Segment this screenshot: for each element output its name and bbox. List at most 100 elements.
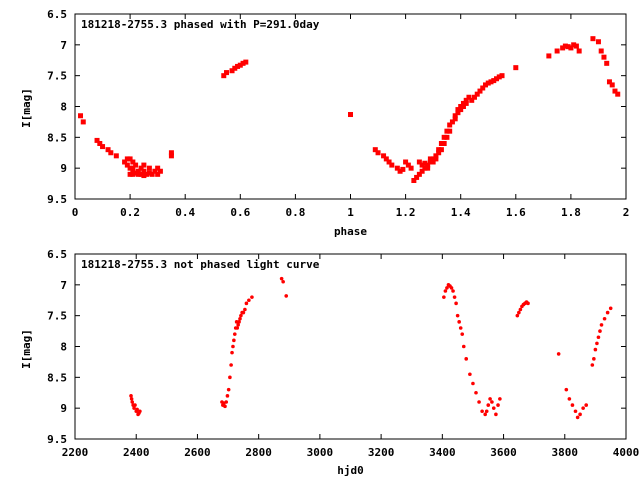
data-point <box>485 80 491 86</box>
data-point <box>403 159 409 165</box>
data-point <box>157 168 163 174</box>
data-point <box>155 171 161 177</box>
y-tick-label: 9 <box>60 402 67 415</box>
data-point <box>546 53 552 59</box>
data-point <box>441 141 447 146</box>
data-point <box>394 165 400 171</box>
data-point <box>573 409 578 414</box>
data-point <box>484 409 489 414</box>
data-point <box>244 301 249 306</box>
data-point <box>469 97 475 103</box>
data-point <box>449 119 455 125</box>
data-point <box>526 301 530 306</box>
x-tick-label: 2 <box>623 206 630 219</box>
data-point <box>168 153 174 159</box>
data-point <box>229 363 233 367</box>
data-point <box>400 166 406 172</box>
data-point <box>149 171 155 177</box>
x-tick-label: 2600 <box>184 446 211 459</box>
data-point <box>452 295 457 299</box>
plot-frame <box>74 13 627 200</box>
x-tick-label: 0 <box>72 206 79 219</box>
data-point <box>372 147 378 153</box>
data-point <box>113 153 119 159</box>
data-point <box>498 397 502 401</box>
data-point <box>141 162 147 168</box>
data-point <box>463 100 469 106</box>
data-point <box>496 74 502 80</box>
data-point <box>601 54 607 60</box>
data-point <box>499 73 505 79</box>
data-point <box>458 104 464 109</box>
data-point <box>494 76 500 82</box>
data-point <box>411 178 417 183</box>
x-tick-label: 0.8 <box>285 206 305 219</box>
data-point <box>100 144 106 150</box>
data-point <box>130 400 135 404</box>
data-point <box>436 147 442 153</box>
data-point <box>130 159 136 165</box>
data-point <box>573 43 579 49</box>
data-point <box>241 310 246 315</box>
data-point <box>455 110 461 116</box>
y-tick-label: 8.5 <box>47 371 67 384</box>
data-point <box>281 279 285 284</box>
x-tick-label: 3000 <box>307 446 334 459</box>
x-axis-label: hjd0 <box>337 464 364 477</box>
data-point <box>414 174 420 180</box>
data-point <box>515 313 520 318</box>
x-tick-label: 1.8 <box>561 206 581 219</box>
data-point <box>433 153 439 159</box>
data-point <box>518 307 523 312</box>
data-point <box>592 357 596 361</box>
data-point <box>471 381 475 386</box>
data-point <box>517 310 521 315</box>
data-point <box>480 409 484 414</box>
data-points <box>129 276 613 420</box>
data-point <box>386 159 392 165</box>
data-point <box>447 128 453 134</box>
data-point <box>97 141 103 146</box>
data-point <box>243 307 247 312</box>
data-point <box>488 79 494 85</box>
data-point <box>94 137 100 143</box>
data-point <box>425 162 431 168</box>
data-point <box>606 79 612 85</box>
data-point <box>224 400 229 404</box>
data-point <box>425 165 431 171</box>
x-tick-label: 2400 <box>123 446 150 459</box>
data-point <box>226 387 231 392</box>
data-point <box>427 156 433 162</box>
data-point <box>455 313 460 318</box>
data-point <box>468 372 472 377</box>
data-point <box>225 394 230 398</box>
data-point <box>471 94 477 100</box>
data-point <box>138 171 144 177</box>
x-tick-label: 3400 <box>429 446 456 459</box>
data-point <box>247 298 251 303</box>
data-point <box>221 73 227 79</box>
x-tick-label: 3600 <box>490 446 517 459</box>
data-point <box>130 168 136 174</box>
data-point <box>554 48 560 54</box>
data-point <box>223 404 227 409</box>
x-tick-label: 3800 <box>552 446 579 459</box>
data-point <box>135 171 141 177</box>
data-point <box>568 45 574 51</box>
data-point <box>452 113 458 119</box>
data-point <box>408 165 414 171</box>
data-point <box>491 406 496 410</box>
data-point <box>237 320 241 324</box>
data-point <box>383 156 389 162</box>
x-tick-label: 4000 <box>613 446 640 459</box>
data-point <box>381 153 387 159</box>
x-tick-label: 1.4 <box>451 206 471 219</box>
y-tick-label: 8.5 <box>47 131 67 144</box>
data-point <box>490 400 494 404</box>
y-tick-label: 7 <box>60 279 67 292</box>
data-point <box>578 412 582 417</box>
unphased-plot: 2200 2400 2600 2800 3000 3200 3400 3600 3800 4000… <box>20 248 639 477</box>
data-point <box>447 122 453 128</box>
data-point <box>562 43 568 49</box>
data-point <box>441 134 447 140</box>
